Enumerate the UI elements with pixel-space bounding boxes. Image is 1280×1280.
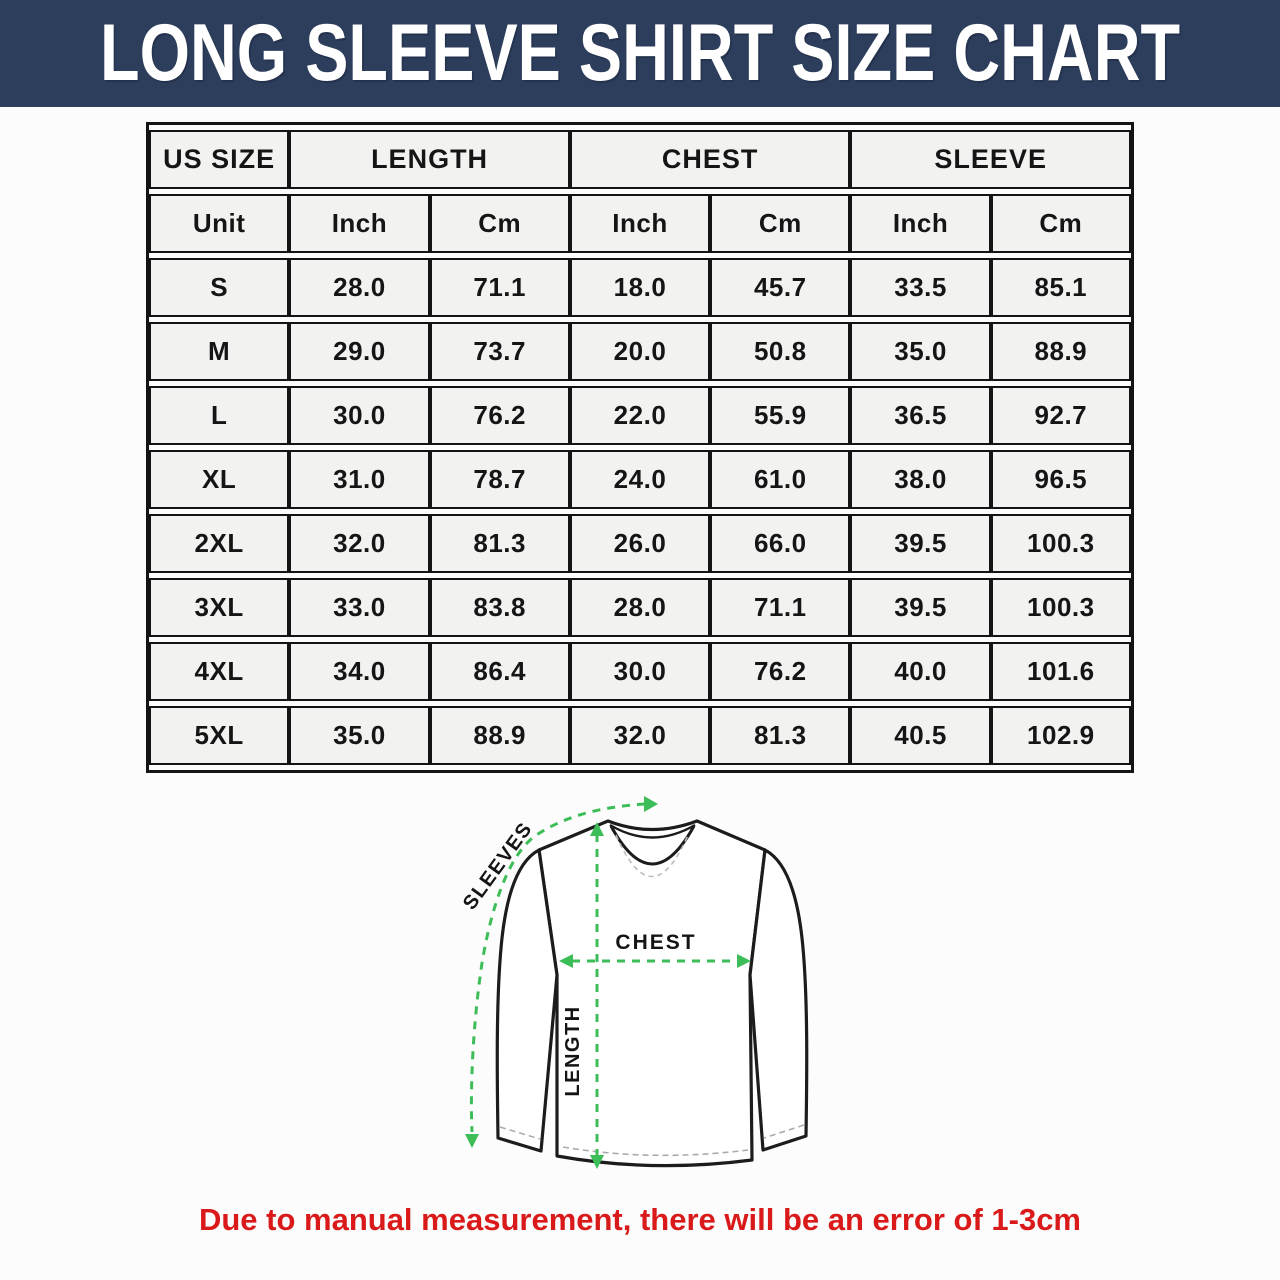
unit-sleeve-inch: Inch xyxy=(850,194,991,253)
table-cell: 85.1 xyxy=(990,258,1131,317)
table-cell: 40.0 xyxy=(850,642,991,701)
length-arrowhead-top xyxy=(590,822,604,836)
table-cell: 45.7 xyxy=(710,258,851,317)
measurement-disclaimer: Due to manual measurement, there will be… xyxy=(198,1202,1082,1237)
table-cell: 66.0 xyxy=(710,514,851,573)
table-row-m: M 29.0 73.7 20.0 50.8 35.0 88.9 xyxy=(149,322,1131,381)
table-cell: 76.2 xyxy=(429,386,570,445)
table-cell: 55.9 xyxy=(710,386,851,445)
unit-length-cm: Cm xyxy=(429,194,570,253)
table-group-header-row: US SIZE LENGTH CHEST SLEEVE xyxy=(149,130,1131,189)
table-cell: 30.0 xyxy=(569,642,711,701)
hem-stitch-line xyxy=(562,1146,749,1157)
shirt-left-sleeve xyxy=(495,848,559,1153)
table-cell: 100.3 xyxy=(990,514,1131,573)
chest-arrowhead-right xyxy=(737,954,751,968)
unit-length-inch: Inch xyxy=(289,194,430,253)
title-banner: LONG SLEEVE SHIRT SIZE CHART xyxy=(0,0,1280,107)
shirt-right-sleeve xyxy=(748,848,809,1152)
table-cell: 88.9 xyxy=(990,322,1131,381)
table-cell: 71.1 xyxy=(710,578,851,637)
table-cell: 24.0 xyxy=(569,450,711,509)
left-cuff-stitch xyxy=(499,1126,541,1140)
table-row-xl: XL 31.0 78.7 24.0 61.0 38.0 96.5 xyxy=(149,450,1131,509)
col-header-chest: CHEST xyxy=(569,130,851,189)
table-cell: 20.0 xyxy=(569,322,711,381)
table-row-l: L 30.0 76.2 22.0 55.9 36.5 92.7 xyxy=(149,386,1131,445)
table-cell: 96.5 xyxy=(990,450,1131,509)
size-label: 2XL xyxy=(149,514,290,573)
table-cell: 28.0 xyxy=(289,258,430,317)
table-cell: 76.2 xyxy=(710,642,851,701)
table-cell: 26.0 xyxy=(569,514,711,573)
size-label: XL xyxy=(149,450,290,509)
table-cell: 33.0 xyxy=(289,578,430,637)
col-header-sleeve: SLEEVE xyxy=(850,130,1131,189)
table-row-s: S 28.0 71.1 18.0 45.7 33.5 85.1 xyxy=(149,258,1131,317)
table-cell: 22.0 xyxy=(569,386,711,445)
table-cell: 61.0 xyxy=(710,450,851,509)
table-cell: 102.9 xyxy=(990,706,1131,765)
sleeves-arrowhead-bottom xyxy=(465,1134,479,1148)
right-cuff-stitch xyxy=(763,1124,805,1139)
table-cell: 28.0 xyxy=(569,578,711,637)
table-cell: 100.3 xyxy=(990,578,1131,637)
page-title: LONG SLEEVE SHIRT SIZE CHART xyxy=(99,8,1181,98)
col-header-us-size: US SIZE xyxy=(149,130,290,189)
table-cell: 35.0 xyxy=(289,706,430,765)
col-header-length: LENGTH xyxy=(289,130,570,189)
table-cell: 33.5 xyxy=(850,258,991,317)
table-cell: 31.0 xyxy=(289,450,430,509)
length-label: LENGTH xyxy=(562,1005,584,1096)
table-row-3xl: 3XL 33.0 83.8 28.0 71.1 39.5 100.3 xyxy=(149,578,1131,637)
table-cell: 34.0 xyxy=(289,642,430,701)
size-label: 3XL xyxy=(149,578,290,637)
sleeves-arrowhead-top xyxy=(644,796,658,812)
table-cell: 101.6 xyxy=(990,642,1131,701)
table-cell: 78.7 xyxy=(429,450,570,509)
table-cell: 86.4 xyxy=(429,642,570,701)
shirt-body-outline xyxy=(537,819,767,1168)
table-cell: 40.5 xyxy=(850,706,991,765)
table-cell: 30.0 xyxy=(289,386,430,445)
table-cell: 32.0 xyxy=(289,514,430,573)
table-row-4xl: 4XL 34.0 86.4 30.0 76.2 40.0 101.6 xyxy=(149,642,1131,701)
size-label: M xyxy=(149,322,290,381)
table-cell: 83.8 xyxy=(429,578,570,637)
collar-seam-line xyxy=(609,823,696,839)
table-cell: 18.0 xyxy=(569,258,711,317)
collar-stitch-line xyxy=(615,834,689,878)
table-cell: 88.9 xyxy=(429,706,570,765)
table-cell: 35.0 xyxy=(850,322,991,381)
table-cell: 38.0 xyxy=(850,450,991,509)
table-cell: 36.5 xyxy=(850,386,991,445)
unit-chest-cm: Cm xyxy=(710,194,851,253)
chest-arrowhead-left xyxy=(559,954,573,968)
unit-sleeve-cm: Cm xyxy=(990,194,1131,253)
size-table: US SIZE LENGTH CHEST SLEEVE Unit Inch Cm… xyxy=(146,122,1134,773)
size-label: L xyxy=(149,386,290,445)
size-label: S xyxy=(149,258,290,317)
table-cell: 32.0 xyxy=(569,706,711,765)
table-cell: 29.0 xyxy=(289,322,430,381)
table-cell: 50.8 xyxy=(710,322,851,381)
unit-header: Unit xyxy=(149,194,290,253)
table-cell: 81.3 xyxy=(710,706,851,765)
unit-chest-inch: Inch xyxy=(569,194,711,253)
table-cell: 73.7 xyxy=(429,322,570,381)
table-unit-row: Unit Inch Cm Inch Cm Inch Cm xyxy=(149,194,1131,253)
chest-label: CHEST xyxy=(615,931,696,954)
length-arrowhead-bottom xyxy=(590,1155,604,1169)
shirt-measurement-diagram: SLEEVES CHEST LENGTH xyxy=(459,796,809,1169)
table-row-5xl: 5XL 35.0 88.9 32.0 81.3 40.5 102.9 xyxy=(149,706,1131,765)
table-cell: 39.5 xyxy=(850,578,991,637)
table-cell: 71.1 xyxy=(429,258,570,317)
table-cell: 81.3 xyxy=(429,514,570,573)
size-label: 5XL xyxy=(149,706,290,765)
table-row-2xl: 2XL 32.0 81.3 26.0 66.0 39.5 100.3 xyxy=(149,514,1131,573)
table-cell: 39.5 xyxy=(850,514,991,573)
size-label: 4XL xyxy=(149,642,290,701)
table-cell: 92.7 xyxy=(990,386,1131,445)
